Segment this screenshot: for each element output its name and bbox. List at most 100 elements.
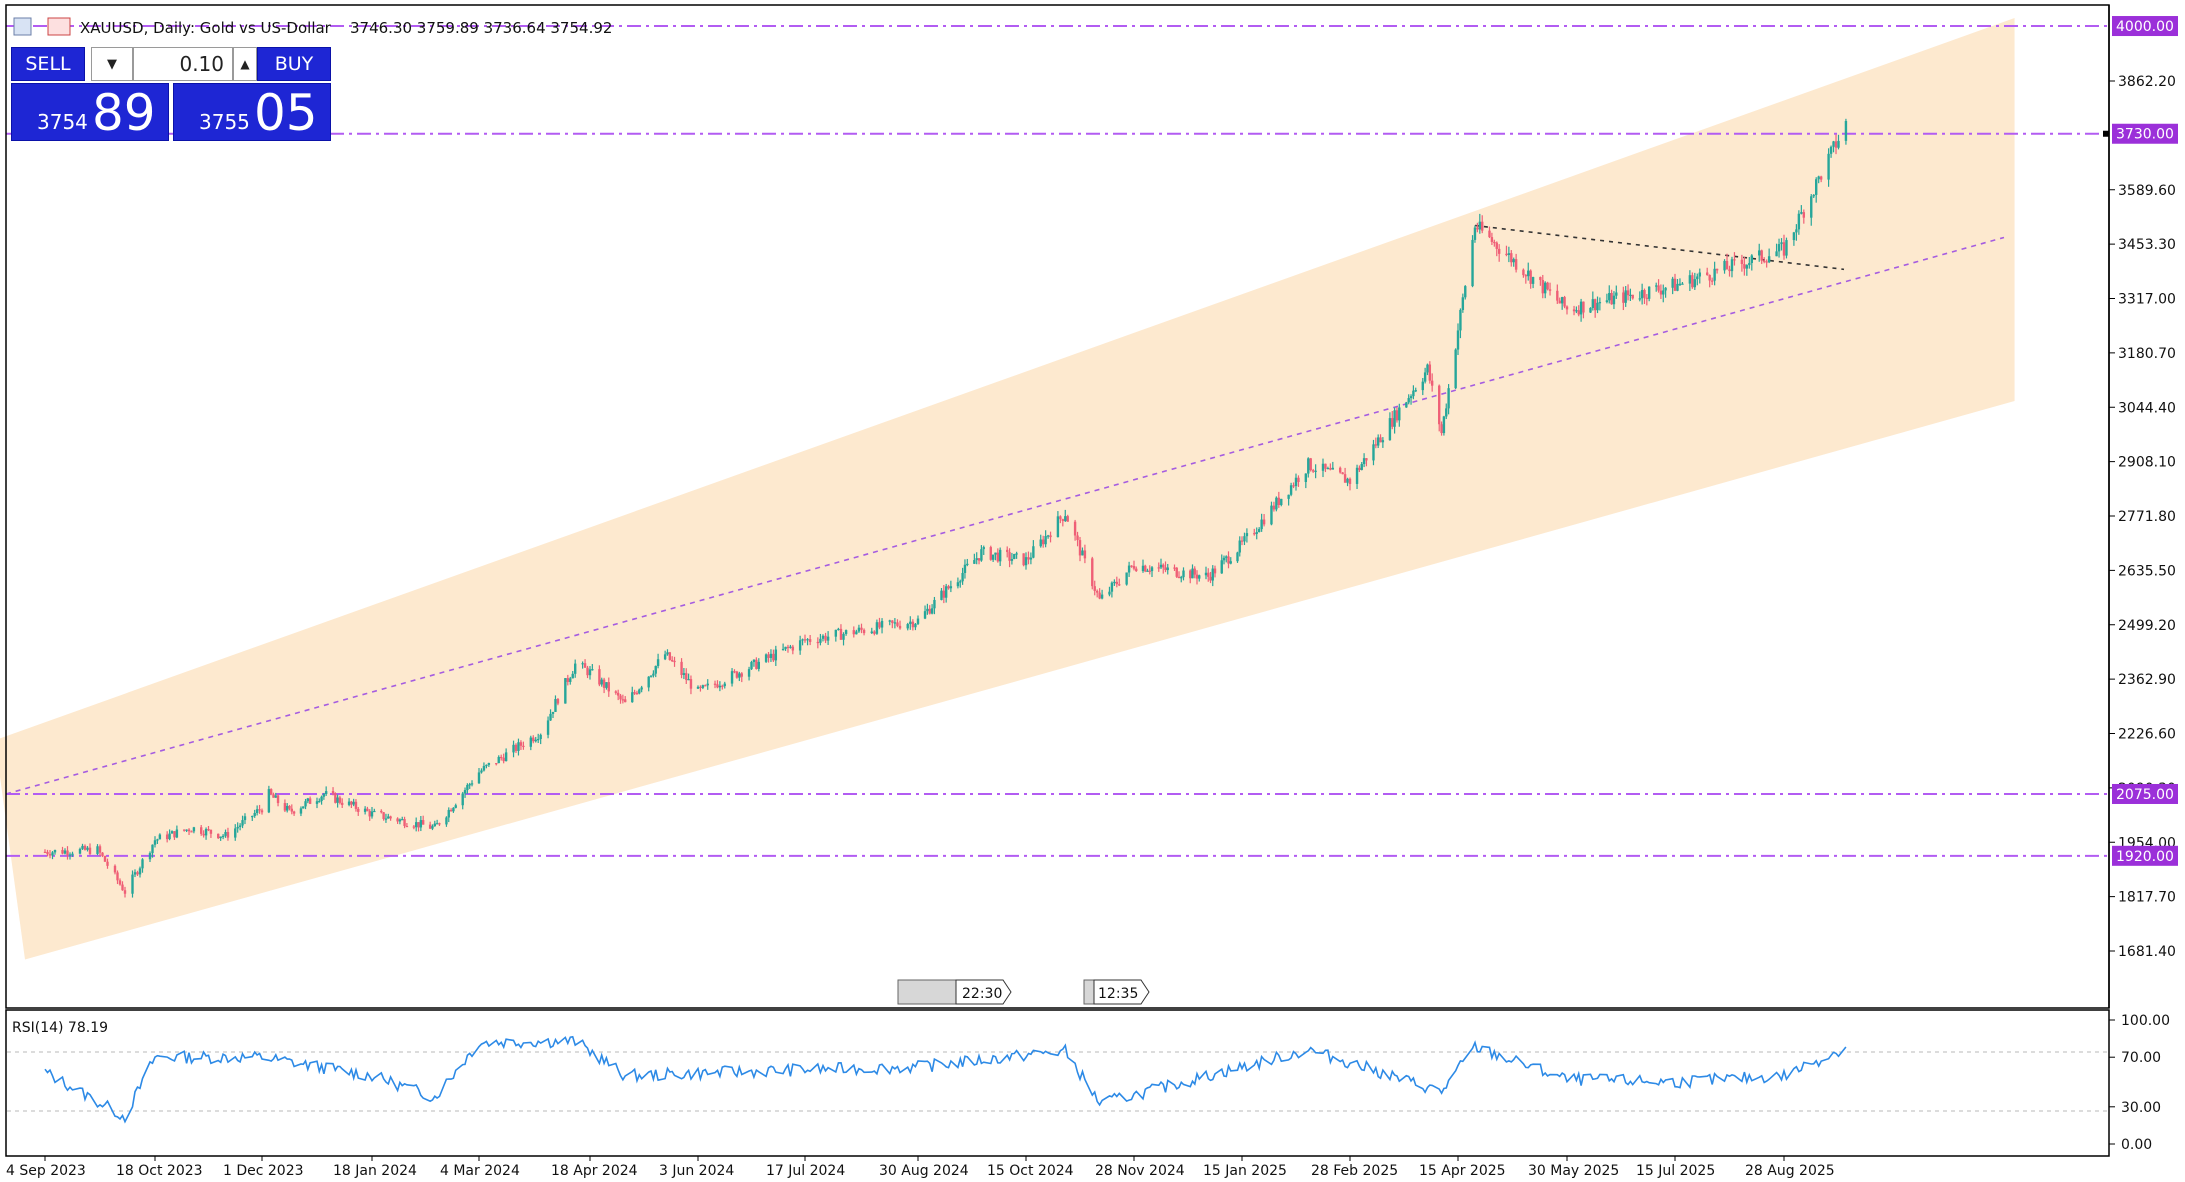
candle-body xyxy=(463,790,467,794)
volume-input[interactable]: 0.10 xyxy=(133,47,233,81)
price-tick-label: 2226.60 xyxy=(2118,727,2176,743)
candle-body xyxy=(1391,418,1394,427)
candle-body xyxy=(1204,572,1208,576)
buy-price-small: 3755 xyxy=(199,110,250,134)
candle-body xyxy=(1238,540,1241,553)
candle-body xyxy=(1812,194,1815,197)
candle-body xyxy=(966,563,969,566)
price-level-tag[interactable] xyxy=(2112,845,2178,866)
candle-body xyxy=(1643,290,1646,298)
candle-body xyxy=(1527,270,1530,277)
candle-body xyxy=(666,652,669,655)
buy-price-button[interactable]: 3755 05 xyxy=(173,83,331,142)
candle-body xyxy=(923,611,927,619)
candle-body xyxy=(1565,306,1569,310)
candle-body xyxy=(1041,539,1045,545)
candle-body xyxy=(1243,536,1246,542)
candle-body xyxy=(1132,566,1136,569)
candle-body xyxy=(1049,535,1052,538)
price-level-tag-label: 3730.00 xyxy=(2116,127,2174,143)
candle-series xyxy=(43,118,1848,898)
candle-body xyxy=(1558,300,1561,304)
candle-body xyxy=(1326,468,1330,470)
candle-body xyxy=(704,685,707,687)
trendline-triangle-top[interactable] xyxy=(1474,224,1845,271)
sell-price-small: 3754 xyxy=(37,110,88,134)
candle-body xyxy=(308,798,312,804)
candle-body xyxy=(1507,253,1511,255)
price-tick-label: 1817.70 xyxy=(2118,890,2176,906)
candle-body xyxy=(706,683,709,686)
candle-body xyxy=(1800,212,1803,214)
candle-body xyxy=(1006,549,1009,553)
candle-body xyxy=(716,684,719,688)
time-tick-label: 15 Apr 2025 xyxy=(1419,1163,1506,1179)
buy-button[interactable]: BUY xyxy=(257,47,331,81)
candle-body xyxy=(649,675,653,677)
candle-body xyxy=(1678,283,1682,285)
time-tick-label: 28 Feb 2025 xyxy=(1311,1163,1398,1179)
candle-body xyxy=(1688,275,1692,284)
candle-body xyxy=(998,549,1002,562)
candle-body xyxy=(1510,253,1513,263)
candle-body xyxy=(581,663,584,665)
volume-up-button[interactable]: ▲ xyxy=(233,47,257,81)
candle-body xyxy=(1182,570,1185,578)
candle-body xyxy=(1222,557,1226,561)
candle-body xyxy=(852,630,855,635)
candle-body xyxy=(1309,458,1312,471)
candle-body xyxy=(893,622,897,624)
candle-body xyxy=(260,810,264,813)
candle-body xyxy=(1073,521,1077,536)
sell-price-button[interactable]: 3754 89 xyxy=(11,83,169,142)
candle-body xyxy=(338,797,342,803)
candle-body xyxy=(1108,591,1111,595)
candle-body xyxy=(1493,241,1496,244)
candle-body xyxy=(1379,437,1382,443)
candle-body xyxy=(452,807,455,812)
candle-body xyxy=(1159,564,1163,568)
candle-body xyxy=(583,663,587,668)
candle-body xyxy=(1827,153,1830,180)
candle-body xyxy=(341,802,344,805)
candle-body xyxy=(1626,290,1630,296)
price-level-tag-label: 2075.00 xyxy=(2116,787,2174,803)
candle-body xyxy=(961,572,964,582)
candle-body xyxy=(1253,533,1256,535)
candle-body xyxy=(352,801,355,805)
candle-body xyxy=(654,665,657,674)
price-level-tag[interactable] xyxy=(2112,123,2178,144)
candle-body xyxy=(1115,581,1119,585)
sell-button[interactable]: SELL xyxy=(11,47,85,81)
candle-body xyxy=(1348,478,1352,484)
candle-body xyxy=(286,805,289,811)
candle-body xyxy=(417,822,420,828)
candle-body xyxy=(1662,290,1665,295)
candle-body xyxy=(888,620,891,622)
candle-body xyxy=(1398,407,1401,421)
price-level-tag[interactable] xyxy=(2112,783,2178,804)
candle-body xyxy=(1605,300,1609,303)
candle-body xyxy=(1797,213,1801,230)
candle-body xyxy=(1311,470,1315,472)
price-level-tag-label: 4000.00 xyxy=(2116,19,2174,35)
candle-body xyxy=(1706,272,1709,276)
marker-time1-box[interactable] xyxy=(955,979,1012,1005)
candle-body xyxy=(1148,570,1151,572)
marker-time2-box[interactable] xyxy=(1093,979,1150,1005)
candle-body xyxy=(821,635,825,639)
candle-body xyxy=(46,851,49,855)
rsi-tick-label: 0.00 xyxy=(2121,1137,2152,1153)
price-level-tag[interactable] xyxy=(2112,16,2178,37)
volume-dropdown[interactable]: ▼ xyxy=(91,47,133,81)
candle-body xyxy=(819,638,822,643)
candle-body xyxy=(1456,330,1460,350)
candle-body xyxy=(1476,227,1479,230)
candle-body xyxy=(730,671,734,684)
candle-body xyxy=(461,793,464,806)
candle-body xyxy=(774,649,778,661)
candle-body xyxy=(942,590,946,598)
candle-body xyxy=(387,816,390,819)
candle-body xyxy=(1130,565,1133,567)
